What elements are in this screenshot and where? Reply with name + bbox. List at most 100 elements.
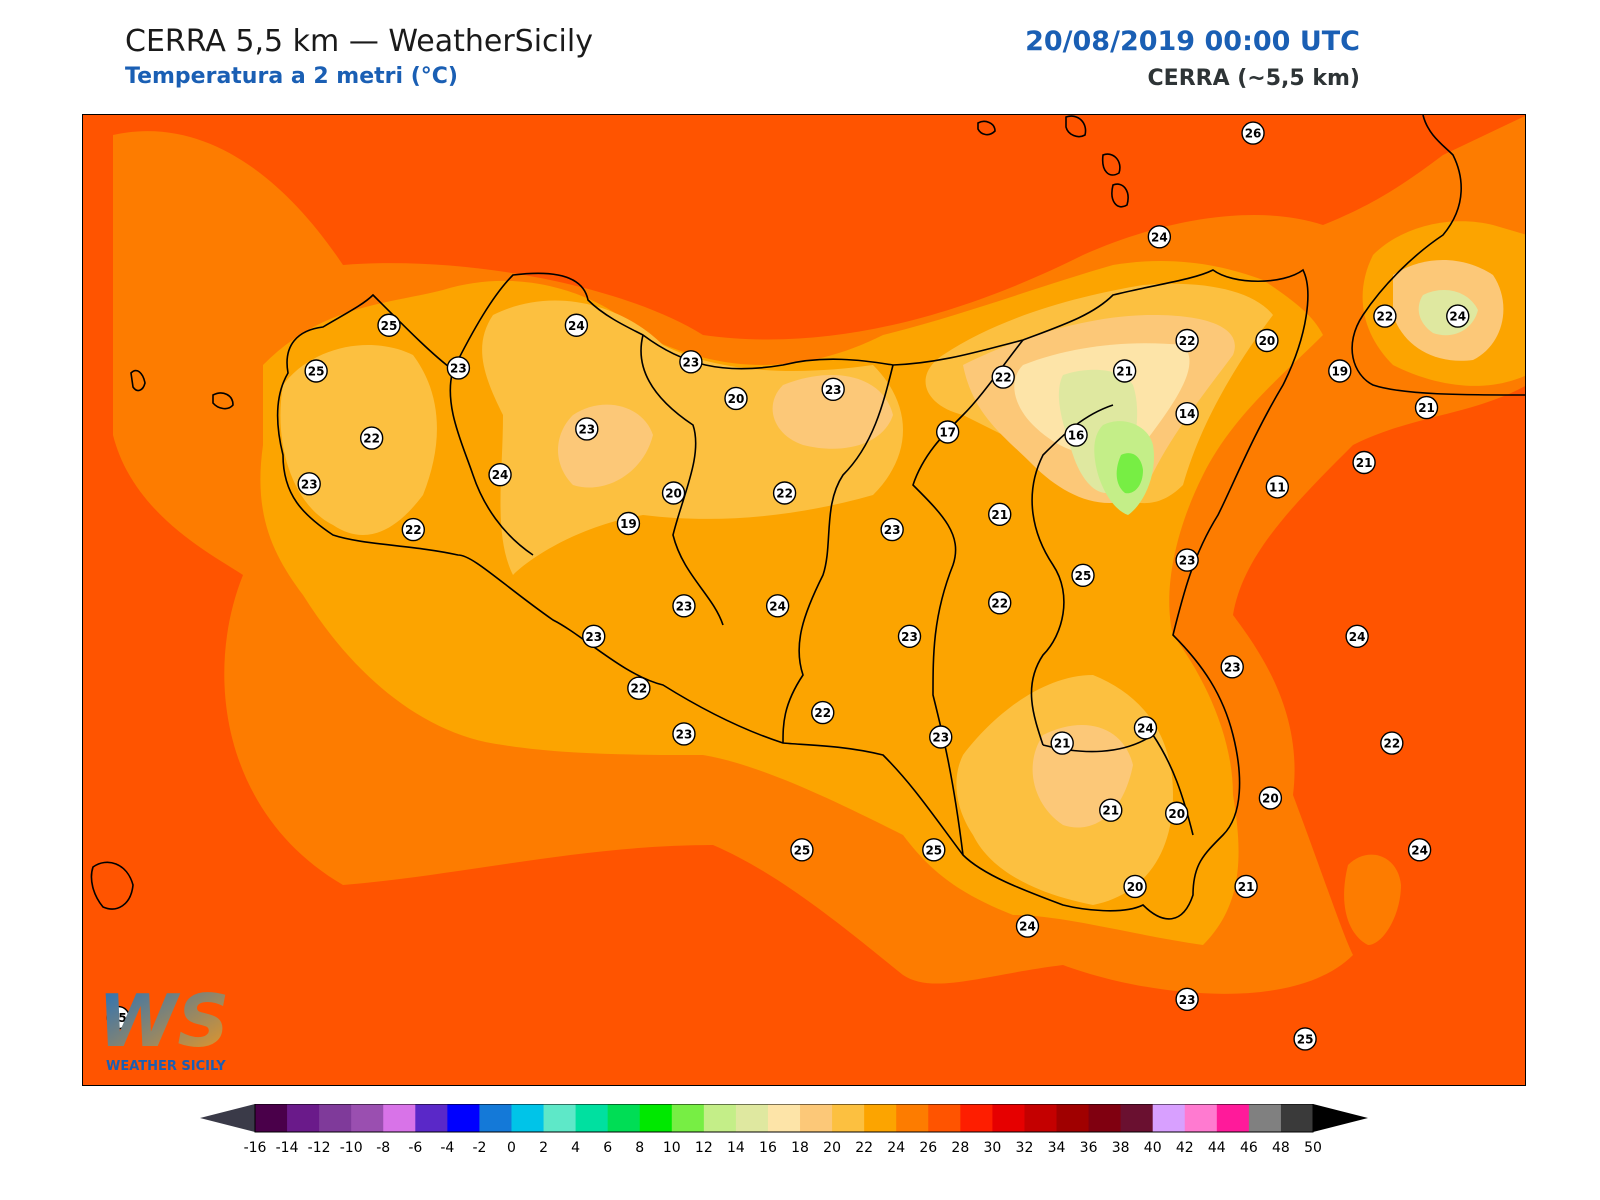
station-marker: 20 <box>1164 801 1189 825</box>
colorbar-tick-label: 48 <box>1272 1140 1290 1156</box>
station-marker: 24 <box>488 463 512 487</box>
station-value: 22 <box>630 682 647 696</box>
station-dot <box>564 313 589 337</box>
station-dot <box>679 350 703 374</box>
station-value: 22 <box>1383 737 1400 751</box>
station-value: 22 <box>776 487 793 501</box>
station-value: 23 <box>676 599 693 613</box>
station-value: 23 <box>578 422 595 436</box>
colorbar-tick-label: 0 <box>507 1140 516 1156</box>
station-marker: 23 <box>929 725 953 749</box>
station-marker: 22 <box>811 700 835 725</box>
station-markers: 26 24 25 25 23 22 23 22 24 23 23 20 24 20 22 19 23 17 22 21… <box>106 121 1470 1051</box>
station-dot <box>724 386 748 411</box>
station-dot <box>880 517 904 542</box>
map-canvas: 26 24 25 25 23 22 23 22 24 23 23 20 24 20 22 19 23 17 22 21… <box>90 115 1525 1051</box>
station-marker: 20 <box>661 481 686 505</box>
station-marker: 23 <box>679 350 703 374</box>
station-value: 20 <box>1259 334 1276 348</box>
colorbar-tick-label: -4 <box>440 1140 454 1156</box>
colorbar-tick-label: 12 <box>695 1140 713 1156</box>
station-marker: 19 <box>616 511 641 536</box>
station-dot <box>1373 304 1397 328</box>
station-marker: 22 <box>772 481 797 505</box>
colorbar-tick-label: 16 <box>759 1140 777 1156</box>
station-value: 22 <box>995 371 1012 385</box>
station-marker: 24 <box>765 594 790 618</box>
station-marker: 25 <box>922 838 946 862</box>
colorbar-tick-label: -2 <box>472 1140 486 1156</box>
station-dot <box>1328 359 1352 383</box>
colorbar-tick-label: 4 <box>571 1140 580 1156</box>
colorbar-cell <box>383 1104 416 1132</box>
colorbar-tick-label: 20 <box>823 1140 841 1156</box>
station-dot <box>1255 328 1279 353</box>
station-marker: 21 <box>1112 359 1137 383</box>
station-dot <box>575 417 599 441</box>
colorbar-cell <box>351 1104 384 1132</box>
station-marker: 21 <box>1414 395 1439 420</box>
station-dot <box>1147 225 1172 249</box>
station-dot <box>1175 548 1199 572</box>
station-value: 20 <box>665 487 682 501</box>
station-dot <box>359 426 384 450</box>
station-dot <box>821 377 845 401</box>
station-dot <box>672 722 696 746</box>
colorbar-cell <box>671 1104 705 1132</box>
station-dot <box>1015 914 1040 938</box>
station-dot <box>1164 801 1189 825</box>
station-marker: 16 <box>1064 423 1088 447</box>
station-value: 25 <box>381 319 398 333</box>
colorbar-tick-label: 34 <box>1048 1140 1066 1156</box>
station-value: 24 <box>1411 843 1428 857</box>
colorbar-tick-label: 22 <box>855 1140 873 1156</box>
station-marker: 25 <box>304 359 328 383</box>
station-marker: 22 <box>1373 304 1397 328</box>
colorbar-cells <box>200 1104 1368 1133</box>
station-value: 21 <box>1116 365 1133 379</box>
colorbar-cell <box>832 1104 865 1132</box>
station-dot <box>1050 731 1074 755</box>
station-marker: 24 <box>1446 304 1470 328</box>
station-marker: 22 <box>991 365 1015 389</box>
station-value: 19 <box>1331 365 1348 379</box>
colorbar-cell <box>479 1104 512 1132</box>
station-marker: 22 <box>1175 328 1199 353</box>
station-value: 25 <box>925 843 942 857</box>
weathersicily-logo: WS WEATHER SICILY <box>96 979 256 1078</box>
station-marker: 23 <box>1220 655 1244 679</box>
station-value: 11 <box>1269 480 1286 494</box>
station-value: 24 <box>1019 920 1036 934</box>
station-dot <box>304 359 328 383</box>
colorbar-tick-label: 14 <box>727 1140 745 1156</box>
station-value: 14 <box>1179 407 1196 421</box>
station-marker: 23 <box>672 594 696 618</box>
station-dot <box>1293 1027 1317 1051</box>
station-marker: 24 <box>1015 914 1040 938</box>
colorbar-tick-label: -12 <box>308 1140 331 1156</box>
station-value: 21 <box>1054 737 1071 751</box>
station-dot <box>988 591 1012 615</box>
station-marker: 20 <box>1123 874 1147 899</box>
colorbar-cell <box>255 1104 288 1132</box>
colorbar-cell <box>447 1104 480 1132</box>
station-marker: 22 <box>401 517 425 542</box>
colorbar-tick-label: 40 <box>1144 1140 1162 1156</box>
station-marker: 23 <box>821 377 845 401</box>
colorbar-cell <box>607 1104 641 1132</box>
station-dot <box>1446 304 1470 328</box>
station-marker: 21 <box>1050 731 1074 755</box>
station-marker: 19 <box>1328 359 1352 383</box>
offshore-band-24 <box>1344 854 1401 945</box>
station-marker: 11 <box>1265 475 1290 499</box>
colorbar-cell <box>992 1104 1025 1132</box>
station-dot <box>765 594 790 618</box>
station-marker: 24 <box>1147 225 1172 249</box>
station-marker: 23 <box>1175 548 1199 572</box>
band-18-20-madonie <box>772 375 893 449</box>
station-value: 20 <box>1262 792 1279 806</box>
station-marker: 21 <box>1352 450 1376 475</box>
colorbar-tick-label: -10 <box>340 1140 363 1156</box>
station-marker: 23 <box>297 472 321 496</box>
station-value: 21 <box>1356 456 1373 470</box>
